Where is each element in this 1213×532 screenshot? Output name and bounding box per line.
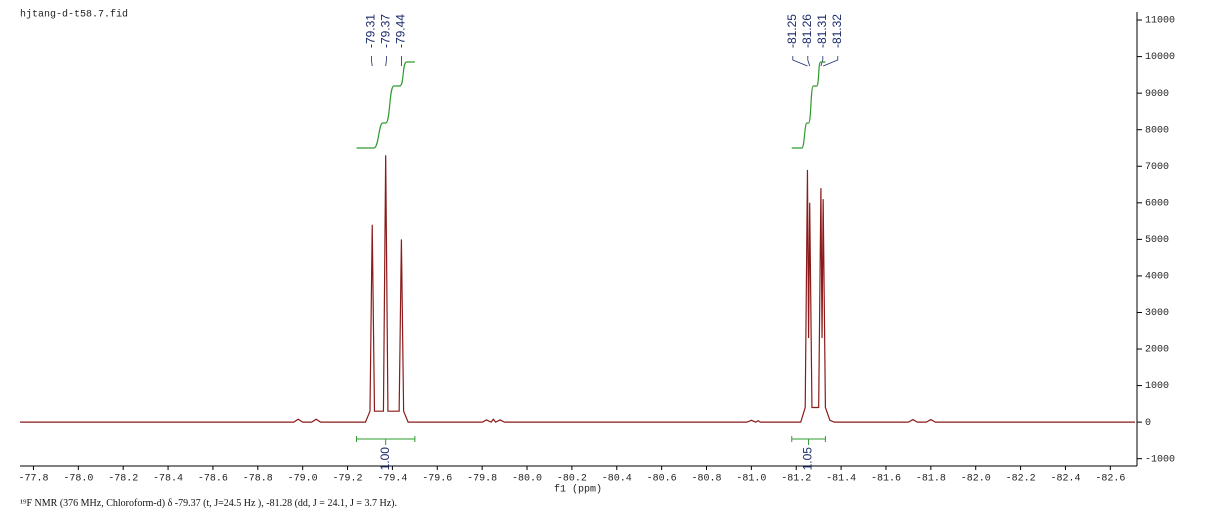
- peak-label: -79.44: [394, 14, 408, 48]
- peak-label: -79.31: [364, 14, 378, 48]
- x-tick-label: -81.4: [826, 474, 856, 485]
- x-tick-label: -79.4: [377, 474, 407, 485]
- x-tick-label: -77.8: [18, 474, 48, 485]
- y-tick-label: 9000: [1145, 89, 1169, 100]
- x-tick-label: -78.0: [63, 474, 93, 485]
- caption: ¹⁹F NMR (376 MHz, Chloroform-d) δ -79.37…: [20, 498, 397, 509]
- x-tick-label: -78.6: [198, 474, 228, 485]
- y-tick-label: 11000: [1145, 16, 1175, 27]
- peak-leader: [823, 56, 839, 67]
- x-tick-label: -79.2: [333, 474, 363, 485]
- x-tick-label: -80.6: [647, 474, 677, 485]
- peak-label: -81.31: [815, 14, 829, 48]
- chart-title: hjtang-d-t58.7.fid: [20, 9, 128, 21]
- y-tick-label: 2000: [1145, 345, 1169, 356]
- x-tick-label: -82.0: [961, 474, 991, 485]
- x-tick-label: -79.8: [467, 474, 497, 485]
- peak-leader: [371, 56, 373, 67]
- x-tick-label: -80.8: [691, 474, 721, 485]
- y-tick-label: 0: [1145, 418, 1151, 429]
- integral-curve: [791, 61, 826, 149]
- x-tick-label: -81.2: [781, 474, 811, 485]
- integral-curve: [356, 61, 415, 149]
- x-tick-label: -80.0: [512, 474, 542, 485]
- peak-label: -81.25: [785, 14, 799, 48]
- peak-label: -81.32: [830, 14, 844, 48]
- x-tick-label: -82.4: [1050, 474, 1080, 485]
- x-tick-label: -79.6: [422, 474, 452, 485]
- x-tick-label: -81.6: [871, 474, 901, 485]
- y-tick-label: 4000: [1145, 272, 1169, 283]
- y-tick-label: 6000: [1145, 198, 1169, 209]
- x-tick-label: -78.2: [108, 474, 138, 485]
- peak-label: -79.37: [379, 14, 393, 48]
- peak-leader: [807, 56, 811, 67]
- x-tick-label: -78.4: [153, 474, 183, 485]
- peak-leader: [820, 56, 824, 67]
- peak-label: -81.26: [800, 14, 814, 48]
- peak-leader: [385, 56, 387, 67]
- y-tick-label: 8000: [1145, 125, 1169, 136]
- x-tick-label: -81.8: [916, 474, 946, 485]
- x-tick-label: -82.2: [1006, 474, 1036, 485]
- x-tick-label: -80.2: [557, 474, 587, 485]
- integral-label: 1.05: [801, 447, 815, 471]
- peak-leader: [792, 56, 808, 67]
- y-tick-label: 5000: [1145, 235, 1169, 246]
- x-tick-label: -81.0: [736, 474, 766, 485]
- y-tick-label: 10000: [1145, 52, 1175, 63]
- integral-label: 1.00: [378, 447, 392, 471]
- x-tick-label: -82.6: [1095, 474, 1125, 485]
- x-tick-label: -80.4: [602, 474, 632, 485]
- y-tick-label: 7000: [1145, 162, 1169, 173]
- y-tick-label: 1000: [1145, 381, 1169, 392]
- x-axis-label: f1 (ppm): [554, 484, 602, 496]
- x-tick-label: -79.0: [288, 474, 318, 485]
- y-tick-label: -1000: [1145, 454, 1175, 465]
- spectrum-line: [20, 155, 1135, 423]
- x-tick-label: -78.8: [243, 474, 273, 485]
- y-tick-label: 3000: [1145, 308, 1169, 319]
